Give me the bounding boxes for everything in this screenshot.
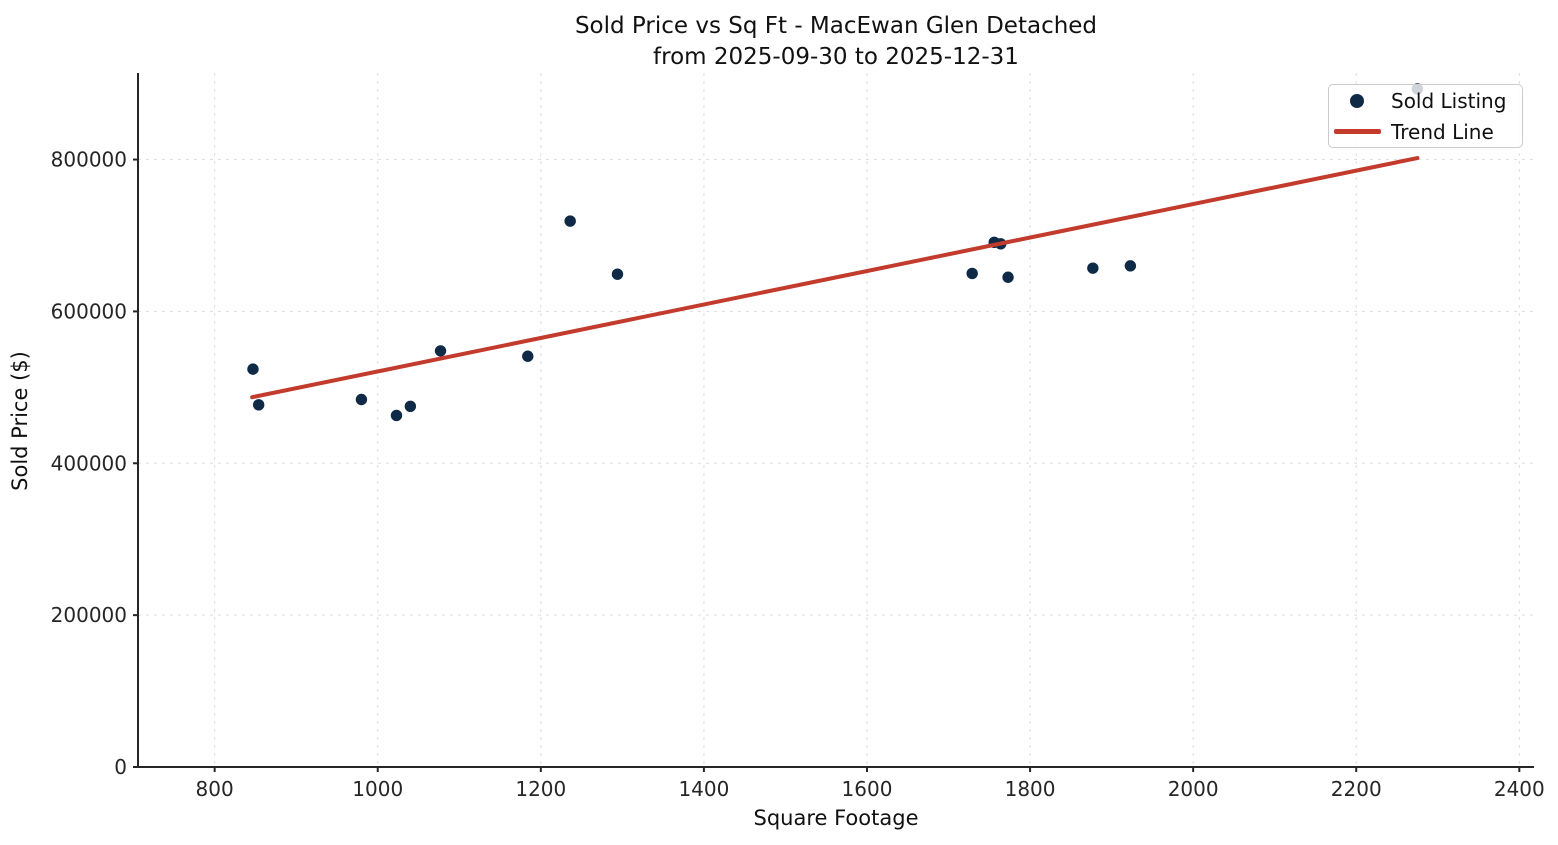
scatter-point <box>252 399 265 411</box>
y-axis-title: Sold Price ($) <box>8 351 32 491</box>
scatter-point <box>355 393 368 406</box>
legend: Sold Listing Trend Line <box>1328 84 1523 148</box>
x-tick-label: 2000 <box>1168 777 1219 801</box>
x-tick-label: 1000 <box>352 777 403 801</box>
y-tick-label: 0 <box>114 755 127 779</box>
x-tick-label: 1800 <box>1005 777 1056 801</box>
legend-item-trend-line: Trend Line <box>1329 120 1522 144</box>
x-tick-label: 2400 <box>1494 777 1545 801</box>
trend-line <box>250 156 1420 400</box>
scatter-point <box>390 409 403 422</box>
y-tick-label: 600000 <box>51 299 127 323</box>
scatter-point <box>966 267 978 280</box>
scatter-point <box>1002 271 1014 283</box>
scatter-point <box>1087 262 1099 274</box>
scatter-point <box>404 400 417 413</box>
x-axis-title: Square Footage <box>753 806 919 830</box>
scatter-point <box>1124 260 1137 272</box>
y-tick-label: 400000 <box>51 451 127 475</box>
legend-item-sold-listing: Sold Listing <box>1329 89 1522 113</box>
scatter-point <box>564 215 576 227</box>
scatter-point <box>522 350 534 362</box>
x-tick-label: 2200 <box>1331 777 1382 801</box>
scatter-point <box>434 345 447 357</box>
scatter-point <box>247 363 259 375</box>
chart-title: Sold Price vs Sq Ft - MacEwan Glen Detac… <box>138 11 1534 73</box>
x-tick-label: 800 <box>196 777 234 801</box>
chart-title-line1: Sold Price vs Sq Ft - MacEwan Glen Detac… <box>574 13 1098 39</box>
x-tick-label: 1200 <box>515 777 566 801</box>
legend-label-sold-listing: Sold Listing <box>1391 88 1507 113</box>
x-tick-label: 1400 <box>678 777 729 801</box>
chart-title-line2: from 2025-09-30 to 2025-12-31 <box>653 44 1019 70</box>
x-tick-label: 1600 <box>842 777 893 801</box>
scatter-marker-icon <box>1350 93 1364 108</box>
y-tick-label: 800000 <box>51 148 127 172</box>
trend-line-marker-icon <box>1334 129 1381 134</box>
scatter-point <box>611 268 624 280</box>
y-tick-label: 200000 <box>51 603 127 627</box>
legend-label-trend-line: Trend Line <box>1391 119 1494 144</box>
